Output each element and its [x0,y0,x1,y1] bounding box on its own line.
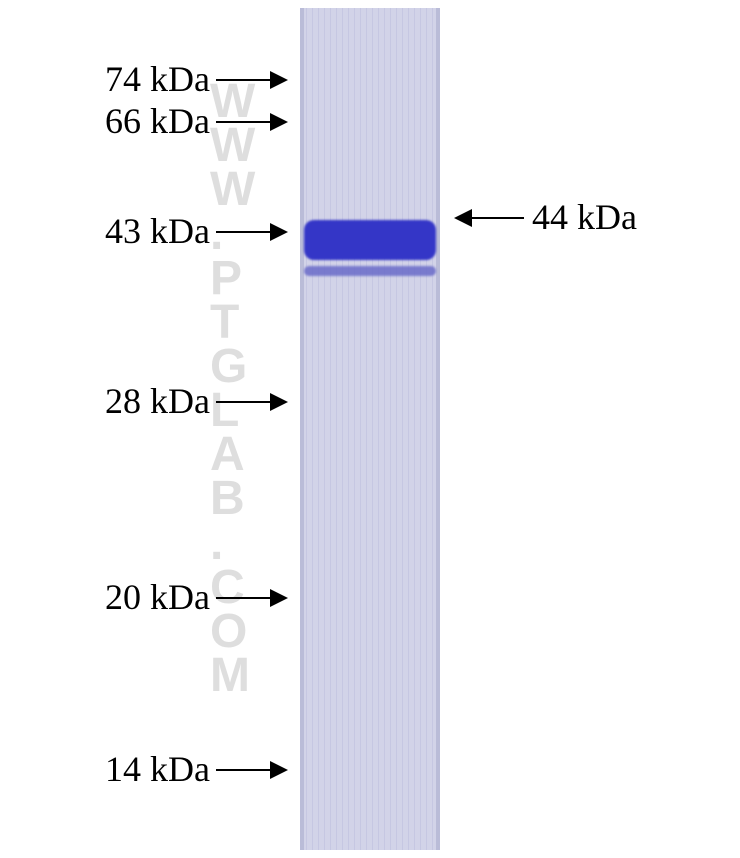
lane-left-edge [300,8,304,850]
watermark-char: W [210,80,256,124]
arrow-shaft [216,79,270,81]
arrow-head-left-icon [454,209,472,227]
mw-label-left: 66 kDa [0,100,210,142]
watermark-char: G [210,345,256,389]
mw-label-left: 28 kDa [0,380,210,422]
lane-right-edge [436,8,440,850]
watermark-char: B [210,477,256,521]
mw-label-left: 20 kDa [0,576,210,618]
mw-label-left: 14 kDa [0,748,210,790]
arrow-head-right-icon [270,589,288,607]
arrow-head-right-icon [270,71,288,89]
arrow-shaft [216,121,270,123]
watermark-char: W [210,124,256,168]
arrow-head-right-icon [270,393,288,411]
arrow-head-right-icon [270,761,288,779]
watermark-char: . [210,212,256,256]
arrow-shaft [216,769,270,771]
arrow-head-right-icon [270,223,288,241]
arrow-shaft [216,597,270,599]
gel-band [304,220,436,260]
watermark-char: O [210,610,256,654]
arrow-shaft [216,231,270,233]
watermark-text: WWW.PTGLAB.COM [210,80,256,698]
mw-label-left: 43 kDa [0,210,210,252]
arrow-head-right-icon [270,113,288,131]
watermark-char: C [210,566,256,610]
gel-figure: WWW.PTGLAB.COM 74 kDa66 kDa43 kDa28 kDa2… [0,0,740,858]
arrow-shaft [472,217,524,219]
watermark-char: P [210,257,256,301]
mw-label-right: 44 kDa [532,196,637,238]
gel-lane [300,8,440,850]
watermark-char: T [210,301,256,345]
gel-band [304,266,436,276]
watermark-char: W [210,168,256,212]
watermark-char: A [210,433,256,477]
watermark-char: . [210,522,256,566]
watermark-char: M [210,654,256,698]
arrow-shaft [216,401,270,403]
watermark-char: L [210,389,256,433]
mw-label-left: 74 kDa [0,58,210,100]
